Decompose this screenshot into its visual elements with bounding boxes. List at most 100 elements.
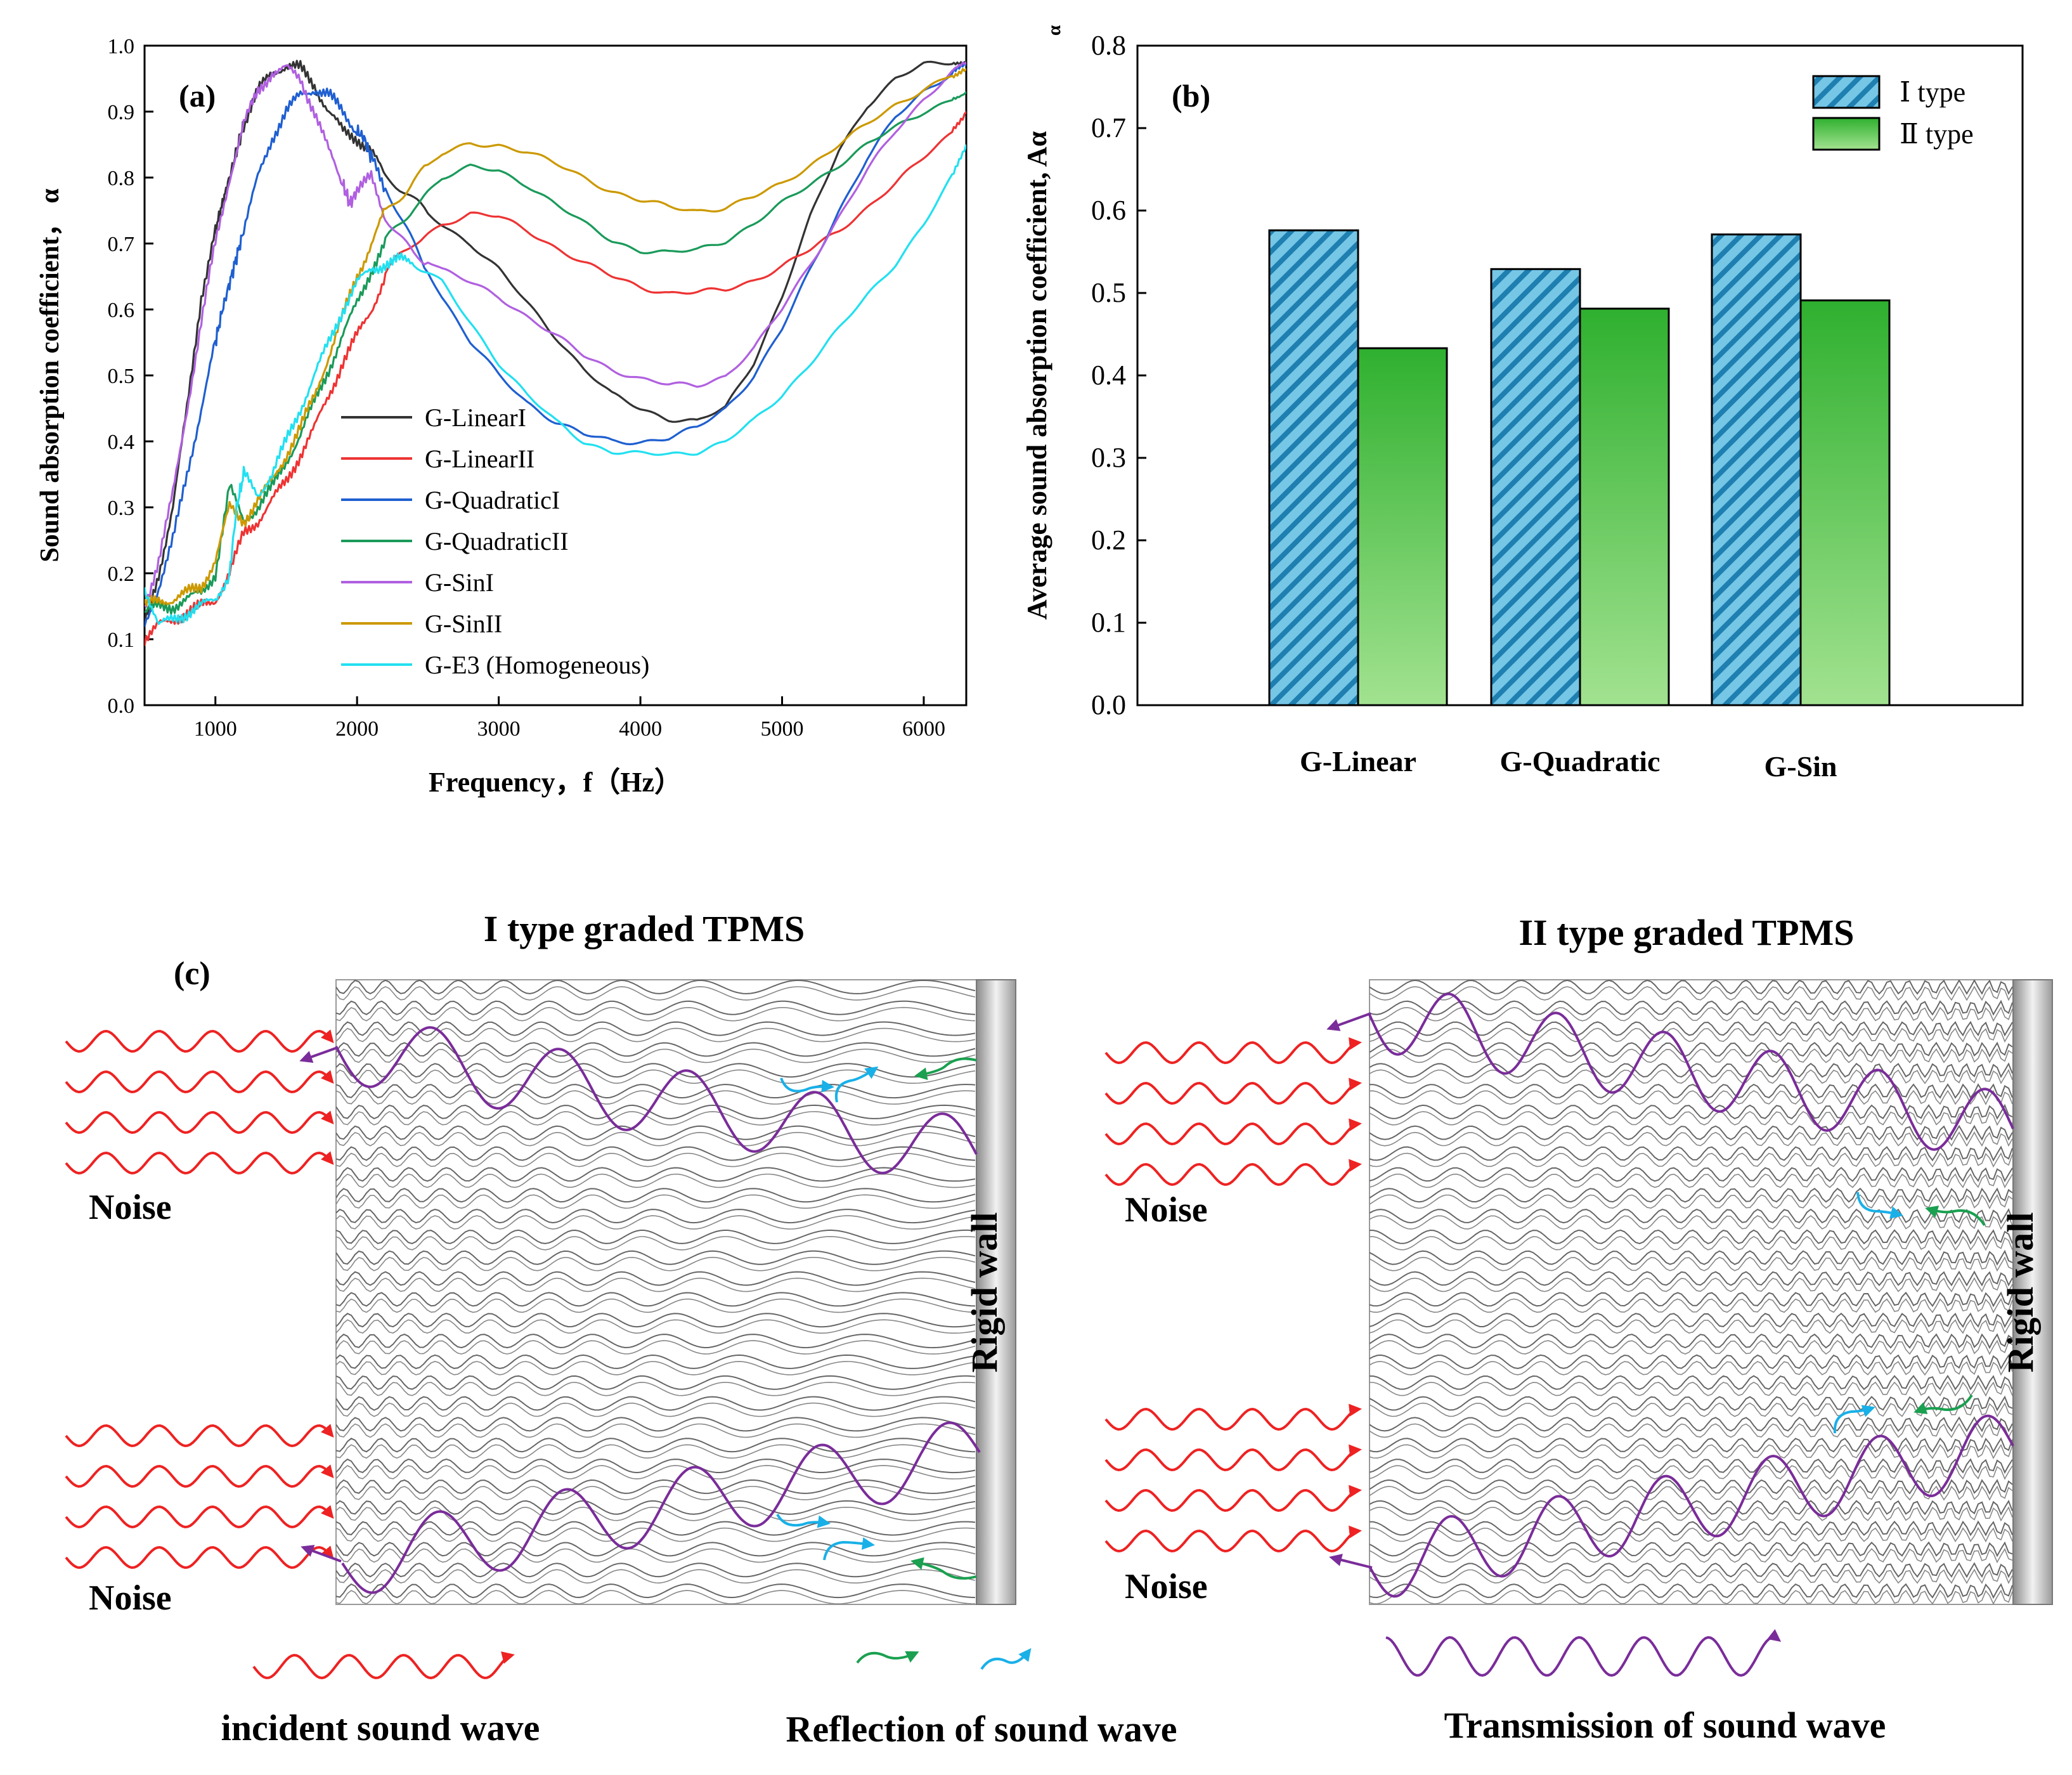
reflect-green-left-top: [914, 1057, 977, 1081]
reflected-stub-left-top: [299, 1046, 338, 1063]
noise-label-right-top: Noise: [1125, 1190, 1208, 1230]
left-lattice-frame: [335, 979, 977, 1605]
lattice-strut: [1369, 1187, 2013, 1204]
incident-wave-right-top-2: [1104, 1077, 1362, 1105]
bar-g-linear-type-1: [1268, 229, 1359, 706]
legend-label-4: G-QuadraticII: [425, 527, 569, 556]
lattice-strut: [1369, 1152, 2013, 1168]
lattice-strut: [336, 1402, 976, 1417]
lattice-strut: [1369, 1083, 2013, 1100]
lattice-strut: [336, 1111, 976, 1126]
panel-a-x-axis-title: Frequency，f（Hz）: [429, 767, 682, 798]
lattice-strut: [1369, 1270, 2013, 1287]
incident-wave-right-bottom-4: [1104, 1525, 1362, 1553]
reflect-blue-left-top-1: [780, 1077, 834, 1093]
panel-b-category-label-2: G-Quadratic: [1500, 745, 1661, 777]
lattice-strut: [336, 1542, 976, 1557]
legend-incident-label: incident sound wave: [221, 1707, 540, 1748]
legend-label-7: G-E3 (Homogeneous): [425, 651, 649, 679]
lattice-strut: [1369, 1360, 2013, 1376]
transmission-wave-right-top: [1368, 992, 2014, 1151]
lattice-strut: [336, 1298, 976, 1313]
panel-b-y-tick-label-6: 0.6: [1091, 195, 1126, 226]
legend-incident-wave-icon: [252, 1651, 515, 1680]
legend-transmission-wave-icon: [1385, 1629, 1782, 1677]
incident-wave-right-top-1: [1104, 1037, 1362, 1065]
panel-b-y-tick-label-3: 0.3: [1091, 442, 1126, 473]
incident-wave-left-bottom-2: [65, 1464, 334, 1488]
lattice-strut: [336, 1131, 976, 1147]
lattice-strut: [336, 1319, 976, 1334]
lattice-strut: [1369, 1443, 2013, 1459]
lattice-strut: [1369, 1166, 2013, 1183]
lattice-strut: [336, 1569, 976, 1584]
lattice-strut: [1369, 1464, 2013, 1480]
lattice-strut: [336, 1521, 976, 1536]
reflect-blue-right-bottom: [1833, 1405, 1875, 1434]
lattice-strut: [1369, 1131, 2013, 1147]
incident-wave-right-bottom-3: [1104, 1485, 1362, 1512]
panel-a-y-tick-label-2: 0.2: [108, 562, 135, 586]
incident-wave-right-bottom-1: [1104, 1403, 1362, 1431]
lattice-strut: [1369, 1208, 2013, 1225]
lattice-strut: [1369, 1173, 2013, 1188]
lattice-strut: [1369, 1145, 2013, 1162]
bar-g-quadratic-type-2: [1579, 308, 1670, 706]
lattice-strut: [336, 1042, 976, 1057]
lattice-strut: [336, 1236, 976, 1251]
lattice-strut: [336, 1500, 976, 1515]
lattice-strut: [336, 1381, 976, 1396]
lattice-strut: [1369, 1354, 2013, 1370]
panel-a-series-lines: [145, 60, 966, 646]
left-tpms-lattice: Rigid wall: [335, 979, 1016, 1605]
panel-b-category-label-3: G-Sin: [1764, 750, 1837, 783]
noise-label-left-bottom: Noise: [89, 1578, 172, 1618]
right-diagram-title: II type graded TPMS: [1518, 912, 1854, 953]
legend-transmission-label: Transmission of sound wave: [1444, 1705, 1886, 1746]
panel-b-y-tick-label-4: 0.4: [1091, 360, 1126, 391]
panel-b-bars: G-Linear G-Quadratic G-Sin: [1268, 229, 1891, 783]
panel-a-label: (a): [179, 78, 216, 114]
lattice-strut: [336, 1271, 976, 1286]
lattice-strut: [1369, 1485, 2013, 1501]
lattice-strut: [336, 1194, 976, 1209]
lattice-strut: [1369, 1110, 2013, 1126]
incident-wave-left-bottom-3: [65, 1505, 334, 1529]
panel-b-y-tick-label-1: 0.1: [1091, 607, 1126, 638]
panel-b-y-tick-label-0: 0.0: [1091, 689, 1126, 720]
transmission-wave-left-top: [335, 1026, 978, 1174]
panel-a-y-tick-label-4: 0.4: [108, 431, 135, 454]
reflect-blue-left-bottom-1: [776, 1513, 831, 1528]
lattice-strut: [336, 1396, 976, 1411]
lattice-strut: [1369, 1422, 2013, 1439]
panel-c-label: (c): [174, 956, 210, 992]
panel-a-y-tick-label-7: 0.7: [108, 233, 135, 256]
lattice-strut: [1369, 1416, 2013, 1433]
panel-a-x-tick-label-3: 4000: [619, 717, 662, 741]
panel-b-category-label-1: G-Linear: [1300, 745, 1416, 777]
legend-label-1: G-LinearI: [425, 403, 526, 432]
right-lattice-pattern: [1369, 980, 2013, 1604]
reflected-stub-left-bottom: [301, 1545, 342, 1563]
lattice-strut: [1369, 1069, 2013, 1084]
lattice-strut: [1369, 1048, 2013, 1064]
lattice-strut: [336, 1313, 976, 1328]
incident-wave-left-top-4: [65, 1151, 334, 1175]
bar-g-quadratic-type-1: [1490, 268, 1581, 706]
incident-wave-left-top-2: [65, 1070, 334, 1094]
lattice-strut: [336, 1256, 976, 1271]
legend-swatch-type-2: [1812, 117, 1881, 151]
noise-label-left-top: Noise: [89, 1188, 172, 1227]
lattice-strut: [1369, 1103, 2013, 1120]
lattice-strut: [1369, 1589, 2013, 1604]
incident-wave-left-top-1: [65, 1029, 334, 1053]
legend-reflection-blue-icon: [980, 1648, 1032, 1670]
lattice-strut: [1369, 1526, 2013, 1543]
panel-a-x-tick-label-0: 1000: [194, 717, 237, 741]
panel-a-x-tick-label-5: 6000: [902, 717, 945, 741]
lattice-strut: [1369, 1437, 2013, 1453]
lattice-strut: [336, 980, 976, 995]
panel-a-y-tick-label-9: 0.9: [108, 101, 135, 124]
lattice-strut: [336, 1209, 976, 1224]
panel-b-axis-ticks: 0.0 0.1 0.2 0.3 0.4 0.5 0.6 0.7 0.8 α: [1044, 25, 1146, 720]
